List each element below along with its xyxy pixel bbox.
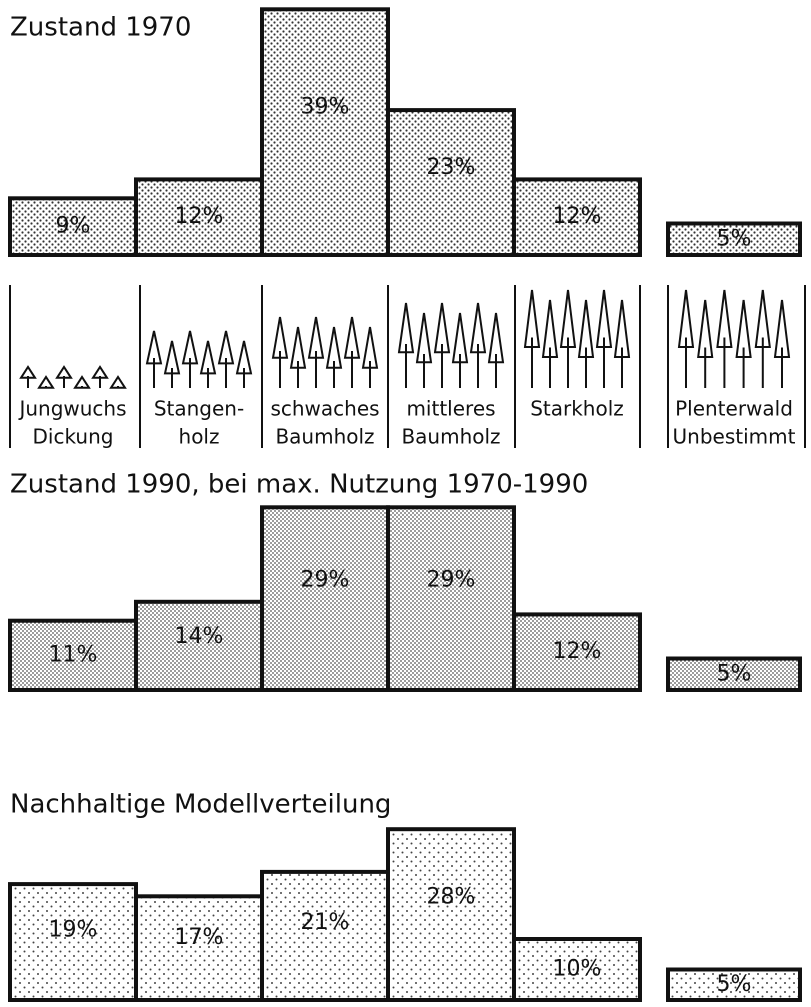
tree xyxy=(237,341,251,388)
tree-icons xyxy=(21,290,789,388)
chart-title: Zustand 1970 xyxy=(10,13,191,43)
tree xyxy=(93,367,107,388)
tree xyxy=(737,300,751,388)
tree xyxy=(327,327,341,388)
tree xyxy=(489,313,503,388)
value-label: 5% xyxy=(717,226,752,251)
category-label: holz xyxy=(179,425,220,449)
tree xyxy=(165,341,179,388)
value-label: 28% xyxy=(427,885,476,910)
tree xyxy=(775,300,789,388)
value-label: 19% xyxy=(49,917,98,942)
tree xyxy=(201,341,215,388)
tree xyxy=(717,290,731,388)
value-label: 21% xyxy=(301,910,350,935)
value-label: 17% xyxy=(175,925,224,950)
value-label: 39% xyxy=(301,95,350,120)
tree xyxy=(111,377,125,388)
tree xyxy=(453,313,467,388)
value-label: 14% xyxy=(175,624,224,649)
tree xyxy=(309,317,323,388)
value-label: 12% xyxy=(553,639,602,664)
value-label: 29% xyxy=(427,567,476,592)
tree xyxy=(57,367,71,388)
tree xyxy=(561,290,575,388)
bar xyxy=(262,507,388,690)
category-label: Baumholz xyxy=(275,425,374,449)
tree xyxy=(679,290,693,388)
value-label: 29% xyxy=(301,567,350,592)
chart-title: Nachhaltige Modellverteilung xyxy=(10,790,391,820)
tree xyxy=(183,331,197,388)
tree xyxy=(291,327,305,388)
bar xyxy=(262,9,388,255)
category-label: Jungwuchs xyxy=(17,397,126,421)
tree xyxy=(147,331,161,388)
tree xyxy=(543,300,557,388)
tree xyxy=(615,300,629,388)
chart-title: Zustand 1990, bei max. Nutzung 1970-1990 xyxy=(10,470,588,500)
tree xyxy=(399,303,413,388)
category-label: Unbestimmt xyxy=(673,425,796,449)
value-label: 23% xyxy=(427,155,476,180)
category-label: mittleres xyxy=(406,397,495,421)
value-label: 9% xyxy=(56,214,91,239)
value-label: 12% xyxy=(553,204,602,229)
tree xyxy=(219,331,233,388)
category-label: Baumholz xyxy=(401,425,500,449)
tree xyxy=(597,290,611,388)
tree xyxy=(698,300,712,388)
bar xyxy=(388,110,514,255)
tree xyxy=(345,317,359,388)
category-label: schwaches xyxy=(270,397,379,421)
tree xyxy=(525,290,539,388)
value-label: 11% xyxy=(49,642,98,667)
tree xyxy=(363,327,377,388)
value-label: 10% xyxy=(553,957,602,982)
category-label: Starkholz xyxy=(530,397,624,421)
bar xyxy=(388,507,514,690)
tree xyxy=(756,290,770,388)
category-label: Plenterwald xyxy=(675,397,793,421)
value-label: 5% xyxy=(717,661,752,686)
bar xyxy=(388,829,514,1000)
tree xyxy=(471,303,485,388)
tree xyxy=(39,377,53,388)
bar xyxy=(262,872,388,1000)
tree xyxy=(579,300,593,388)
figure: Jungwuchs Dickung Stangen-holz schwaches Bau… xyxy=(0,0,811,1007)
value-label: 12% xyxy=(175,204,224,229)
category-label: Dickung xyxy=(33,425,114,449)
category-label: Stangen- xyxy=(154,397,244,421)
tree xyxy=(273,317,287,388)
tree xyxy=(435,303,449,388)
value-label: 5% xyxy=(717,972,752,997)
tree xyxy=(21,367,35,388)
tree xyxy=(417,313,431,388)
tree xyxy=(75,377,89,388)
